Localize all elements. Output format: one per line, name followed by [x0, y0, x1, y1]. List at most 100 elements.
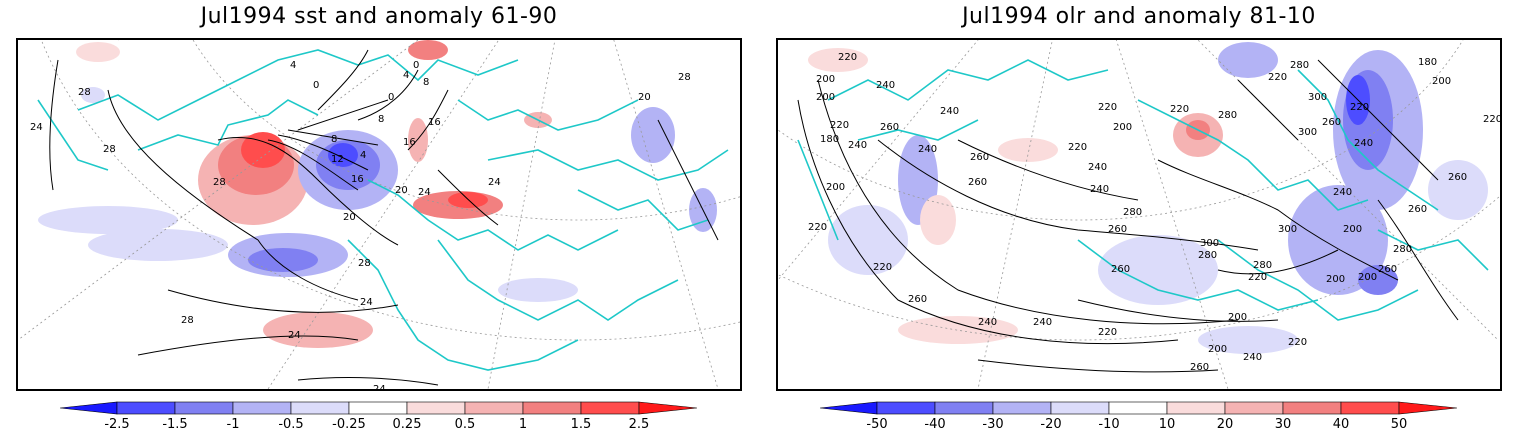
sst-colorbar-tick: 0.25 [393, 417, 422, 430]
svg-text:28: 28 [78, 87, 91, 98]
svg-text:220: 220 [873, 262, 892, 273]
svg-text:16: 16 [351, 174, 364, 185]
svg-text:220: 220 [1483, 114, 1500, 125]
colorbar-arrow-high [638, 401, 698, 415]
svg-text:260: 260 [1322, 117, 1341, 128]
colorbar-segment [1166, 401, 1226, 415]
left-panel-title: Jul1994 sst and anomaly 61-90 [200, 4, 558, 29]
svg-text:240: 240 [1033, 317, 1052, 328]
svg-text:12: 12 [331, 154, 344, 165]
colorbar-segment [934, 401, 994, 415]
svg-text:4: 4 [290, 60, 296, 71]
colorbar-arrow-low [60, 401, 118, 415]
olr-colorbar-segments [820, 401, 1458, 415]
svg-text:180: 180 [820, 134, 839, 145]
svg-text:240: 240 [1354, 138, 1373, 149]
colorbar-segment [290, 401, 350, 415]
olr-colorbar-tick: 10 [1159, 417, 1176, 430]
sst-colorbar-tick: -1.5 [162, 417, 187, 430]
olr-coastlines [797, 59, 1489, 321]
sst-map-canvas: 28 24 28 28 8 12 16 20 20 24 24 16 16 8 … [18, 40, 740, 389]
svg-text:4: 4 [360, 150, 366, 161]
svg-text:240: 240 [1090, 184, 1109, 195]
svg-text:280: 280 [1290, 60, 1309, 71]
colorbar-arrow-high [1398, 401, 1458, 415]
sst-contours [49, 49, 719, 386]
svg-text:240: 240 [1088, 162, 1107, 173]
svg-text:260: 260 [970, 152, 989, 163]
svg-text:28: 28 [103, 144, 116, 155]
svg-text:280: 280 [1393, 244, 1412, 255]
svg-text:260: 260 [968, 177, 987, 188]
svg-text:200: 200 [1326, 274, 1345, 285]
sst-colorbar-tick: 1 [519, 417, 527, 430]
right-panel-title: Jul1994 olr and anomaly 81-10 [962, 4, 1316, 29]
svg-text:260: 260 [1408, 204, 1427, 215]
svg-text:280: 280 [1198, 250, 1217, 261]
colorbar-segment [174, 401, 234, 415]
svg-text:28: 28 [213, 177, 226, 188]
svg-text:260: 260 [1448, 172, 1467, 183]
svg-text:260: 260 [880, 122, 899, 133]
olr-contours [797, 59, 1459, 373]
svg-text:240: 240 [940, 106, 959, 117]
svg-text:240: 240 [1243, 352, 1262, 363]
svg-text:260: 260 [1190, 362, 1209, 373]
svg-text:200: 200 [826, 182, 845, 193]
svg-text:20: 20 [638, 92, 651, 103]
colorbar-segment [876, 401, 936, 415]
colorbar-segment [580, 401, 640, 415]
svg-text:200: 200 [816, 92, 835, 103]
svg-text:28: 28 [181, 315, 194, 326]
olr-colorbar-tick: -10 [1098, 417, 1119, 430]
svg-text:220: 220 [808, 222, 827, 233]
olr-map-canvas: 220 240 200 200 220 180 240 260 240 220 … [778, 40, 1500, 389]
svg-text:240: 240 [918, 144, 937, 155]
olr-contour-labels: 220 240 200 200 220 180 240 260 240 220 … [808, 52, 1500, 373]
olr-colorbar-tick: 30 [1275, 417, 1292, 430]
svg-text:220: 220 [830, 120, 849, 131]
svg-text:200: 200 [816, 74, 835, 85]
svg-text:200: 200 [1343, 224, 1362, 235]
colorbar-segment [232, 401, 292, 415]
svg-text:24: 24 [488, 177, 501, 188]
svg-text:220: 220 [1350, 102, 1369, 113]
svg-text:0: 0 [413, 60, 419, 71]
svg-text:24: 24 [360, 297, 373, 308]
olr-colorbar-tick: -30 [982, 417, 1003, 430]
olr-colorbar-tick: -50 [866, 417, 887, 430]
svg-text:220: 220 [1068, 142, 1087, 153]
svg-text:200: 200 [1228, 312, 1247, 323]
svg-text:24: 24 [418, 187, 431, 198]
svg-text:220: 220 [1288, 337, 1307, 348]
sst-colorbar: -2.5 -1.5 -1 -0.5 -0.25 0.25 0.5 1 1.5 2… [60, 400, 705, 430]
colorbar-segment [1282, 401, 1342, 415]
svg-text:280: 280 [1218, 110, 1237, 121]
colorbar-segment [992, 401, 1052, 415]
svg-text:280: 280 [1123, 207, 1142, 218]
svg-text:24: 24 [373, 384, 386, 389]
svg-text:220: 220 [1098, 327, 1117, 338]
olr-anomaly-map: 220 240 200 200 220 180 240 260 240 220 … [776, 38, 1502, 391]
svg-text:200: 200 [1113, 122, 1132, 133]
sst-contour-labels: 28 24 28 28 8 12 16 20 20 24 24 16 16 8 … [30, 60, 691, 389]
colorbar-segment [406, 401, 466, 415]
svg-text:4: 4 [403, 70, 409, 81]
svg-text:260: 260 [908, 294, 927, 305]
colorbar-segment [116, 401, 176, 415]
svg-text:0: 0 [313, 80, 319, 91]
colorbar-segment [1108, 401, 1168, 415]
svg-text:300: 300 [1308, 92, 1327, 103]
svg-text:220: 220 [838, 52, 857, 63]
svg-text:16: 16 [428, 117, 441, 128]
sst-colorbar-tick: 0.5 [455, 417, 476, 430]
sst-colorbar-tick: -0.5 [278, 417, 303, 430]
svg-text:280: 280 [1253, 260, 1272, 271]
sst-anomaly-map: 28 24 28 28 8 12 16 20 20 24 24 16 16 8 … [16, 38, 742, 391]
svg-text:220: 220 [1248, 272, 1267, 283]
svg-text:260: 260 [1111, 264, 1130, 275]
svg-text:220: 220 [1170, 104, 1189, 115]
svg-text:300: 300 [1278, 224, 1297, 235]
svg-text:300: 300 [1200, 238, 1219, 249]
olr-colorbar: -50 -40 -30 -20 -10 10 20 30 40 50 [820, 400, 1465, 430]
